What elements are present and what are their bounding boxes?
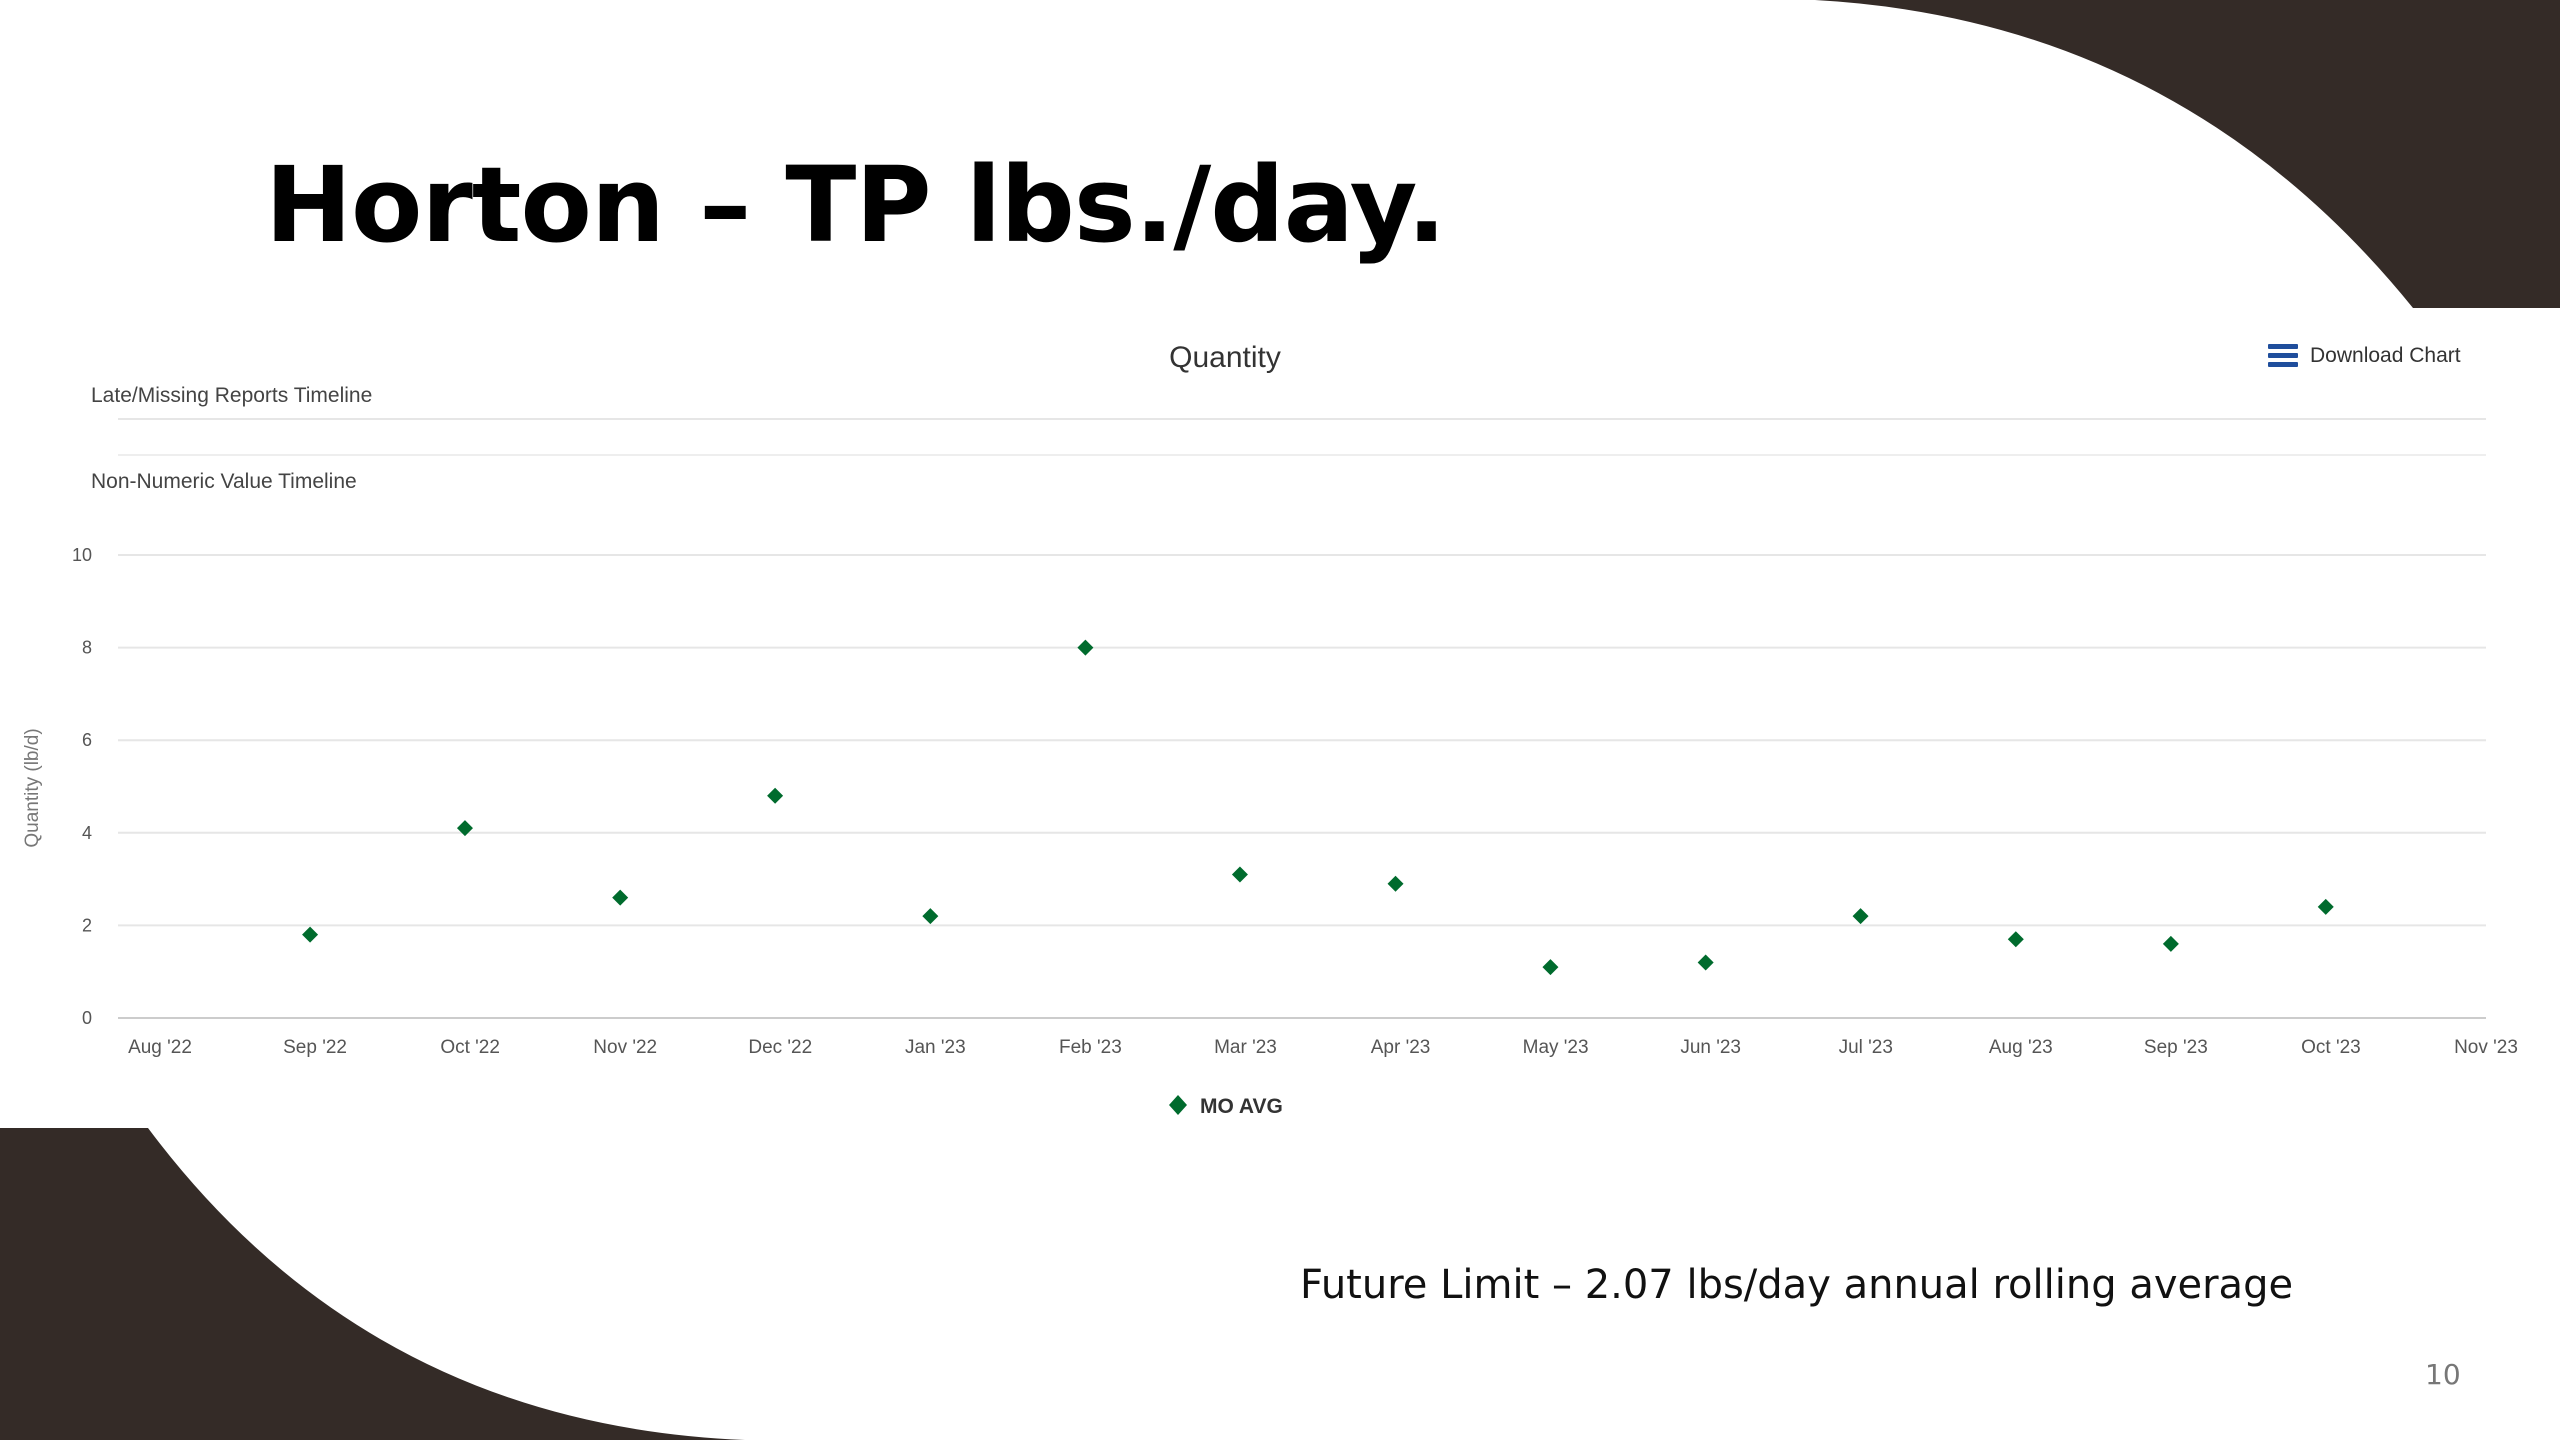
data-point: [767, 787, 784, 804]
y-tick-label: 2: [82, 915, 92, 935]
download-chart-label: Download Chart: [2310, 344, 2461, 367]
legend-label: MO AVG: [1200, 1095, 1283, 1118]
y-tick-label: 6: [82, 730, 92, 750]
y-grid: [118, 554, 2486, 927]
slide-title: Horton – TP lbs./day.: [265, 144, 1446, 266]
non-numeric-timeline-label: Non-Numeric Value Timeline: [91, 470, 357, 493]
data-point: [2162, 935, 2179, 952]
data-point: [1231, 866, 1248, 883]
x-tick-label: Aug '22: [128, 1037, 192, 1058]
x-tick-label: Sep '23: [2144, 1037, 2208, 1058]
legend-item-mo-avg[interactable]: MO AVG: [1169, 1095, 1283, 1118]
bottom-left-decor-shape: [0, 1128, 745, 1440]
y-tick-label: 10: [72, 545, 92, 565]
x-tick-label: Sep '22: [283, 1037, 347, 1058]
data-points: [302, 639, 2334, 976]
y-axis-label: Quantity (lb/d): [22, 728, 43, 847]
page-number: 10: [2425, 1358, 2461, 1391]
x-tick-label: Dec '22: [748, 1037, 812, 1058]
data-point: [1697, 954, 1714, 971]
chart-title: Quantity: [1169, 341, 1281, 374]
data-point: [1077, 639, 1094, 656]
x-tick-label: Jun '23: [1680, 1037, 1741, 1058]
x-tick-label: Aug '23: [1989, 1037, 2053, 1058]
data-point: [922, 908, 939, 925]
x-tick-label: May '23: [1523, 1037, 1589, 1058]
top-right-decor-shape: [1815, 0, 2560, 308]
x-tick-label: Apr '23: [1371, 1037, 1431, 1058]
data-point: [1852, 908, 1869, 925]
download-chart-button[interactable]: Download Chart: [2268, 338, 2461, 374]
legend-marker: [1169, 1095, 1187, 1115]
x-tick-label: Nov '23: [2454, 1037, 2518, 1058]
x-tick-label: Oct '22: [440, 1037, 500, 1058]
future-limit-note: Future Limit – 2.07 lbs/day annual rolli…: [1300, 1262, 2294, 1308]
y-tick-label: 0: [82, 1008, 92, 1028]
data-point: [1387, 875, 1404, 892]
data-point: [302, 926, 319, 943]
y-tick-label: 4: [82, 823, 92, 843]
x-tick-label: Nov '22: [593, 1037, 657, 1058]
data-point: [1542, 959, 1559, 976]
x-tick-label: Mar '23: [1214, 1037, 1277, 1058]
x-tick-label: Feb '23: [1059, 1037, 1122, 1058]
data-point: [2317, 898, 2334, 915]
data-point: [612, 889, 629, 906]
hamburger-menu-icon: [2268, 344, 2298, 368]
y-tick-label: 8: [82, 638, 92, 658]
x-tick-label: Jan '23: [905, 1037, 966, 1058]
data-point: [456, 820, 473, 837]
x-axis-ticks: Aug '22 Sep '22 Oct '22 Nov '22 Dec '22 Jan '…: [128, 1037, 2518, 1058]
x-tick-label: Jul '23: [1839, 1037, 1893, 1058]
y-axis-ticks: 0 2 4 6 8 10: [72, 545, 92, 1028]
data-point: [2007, 931, 2024, 948]
x-tick-label: Oct '23: [2301, 1037, 2361, 1058]
late-missing-timeline-label: Late/Missing Reports Timeline: [91, 384, 372, 407]
